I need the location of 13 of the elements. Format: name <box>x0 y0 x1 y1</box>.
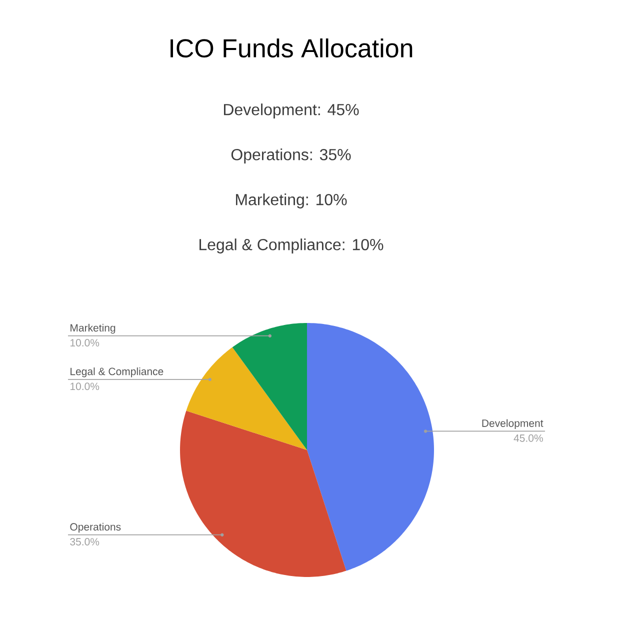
text: Operations: 35% <box>231 148 351 164</box>
data-label: 35.0% <box>70 538 100 546</box>
slice-label: Legal & Compliance <box>70 367 164 378</box>
data-label: 45.0% <box>514 434 543 442</box>
data-label: 10.0% <box>70 339 100 346</box>
text: Development: 45% <box>224 104 359 118</box>
chart-title: ICO Funds Allocation <box>170 38 412 58</box>
text: Marketing: 10% <box>236 194 347 208</box>
data-label: 10.0% <box>70 382 100 390</box>
slice-label: Marketing <box>70 324 116 334</box>
slice-label: Development <box>482 419 544 430</box>
slice-label: Operations <box>70 522 121 533</box>
text: Legal & Compliance: 10% <box>200 238 384 254</box>
